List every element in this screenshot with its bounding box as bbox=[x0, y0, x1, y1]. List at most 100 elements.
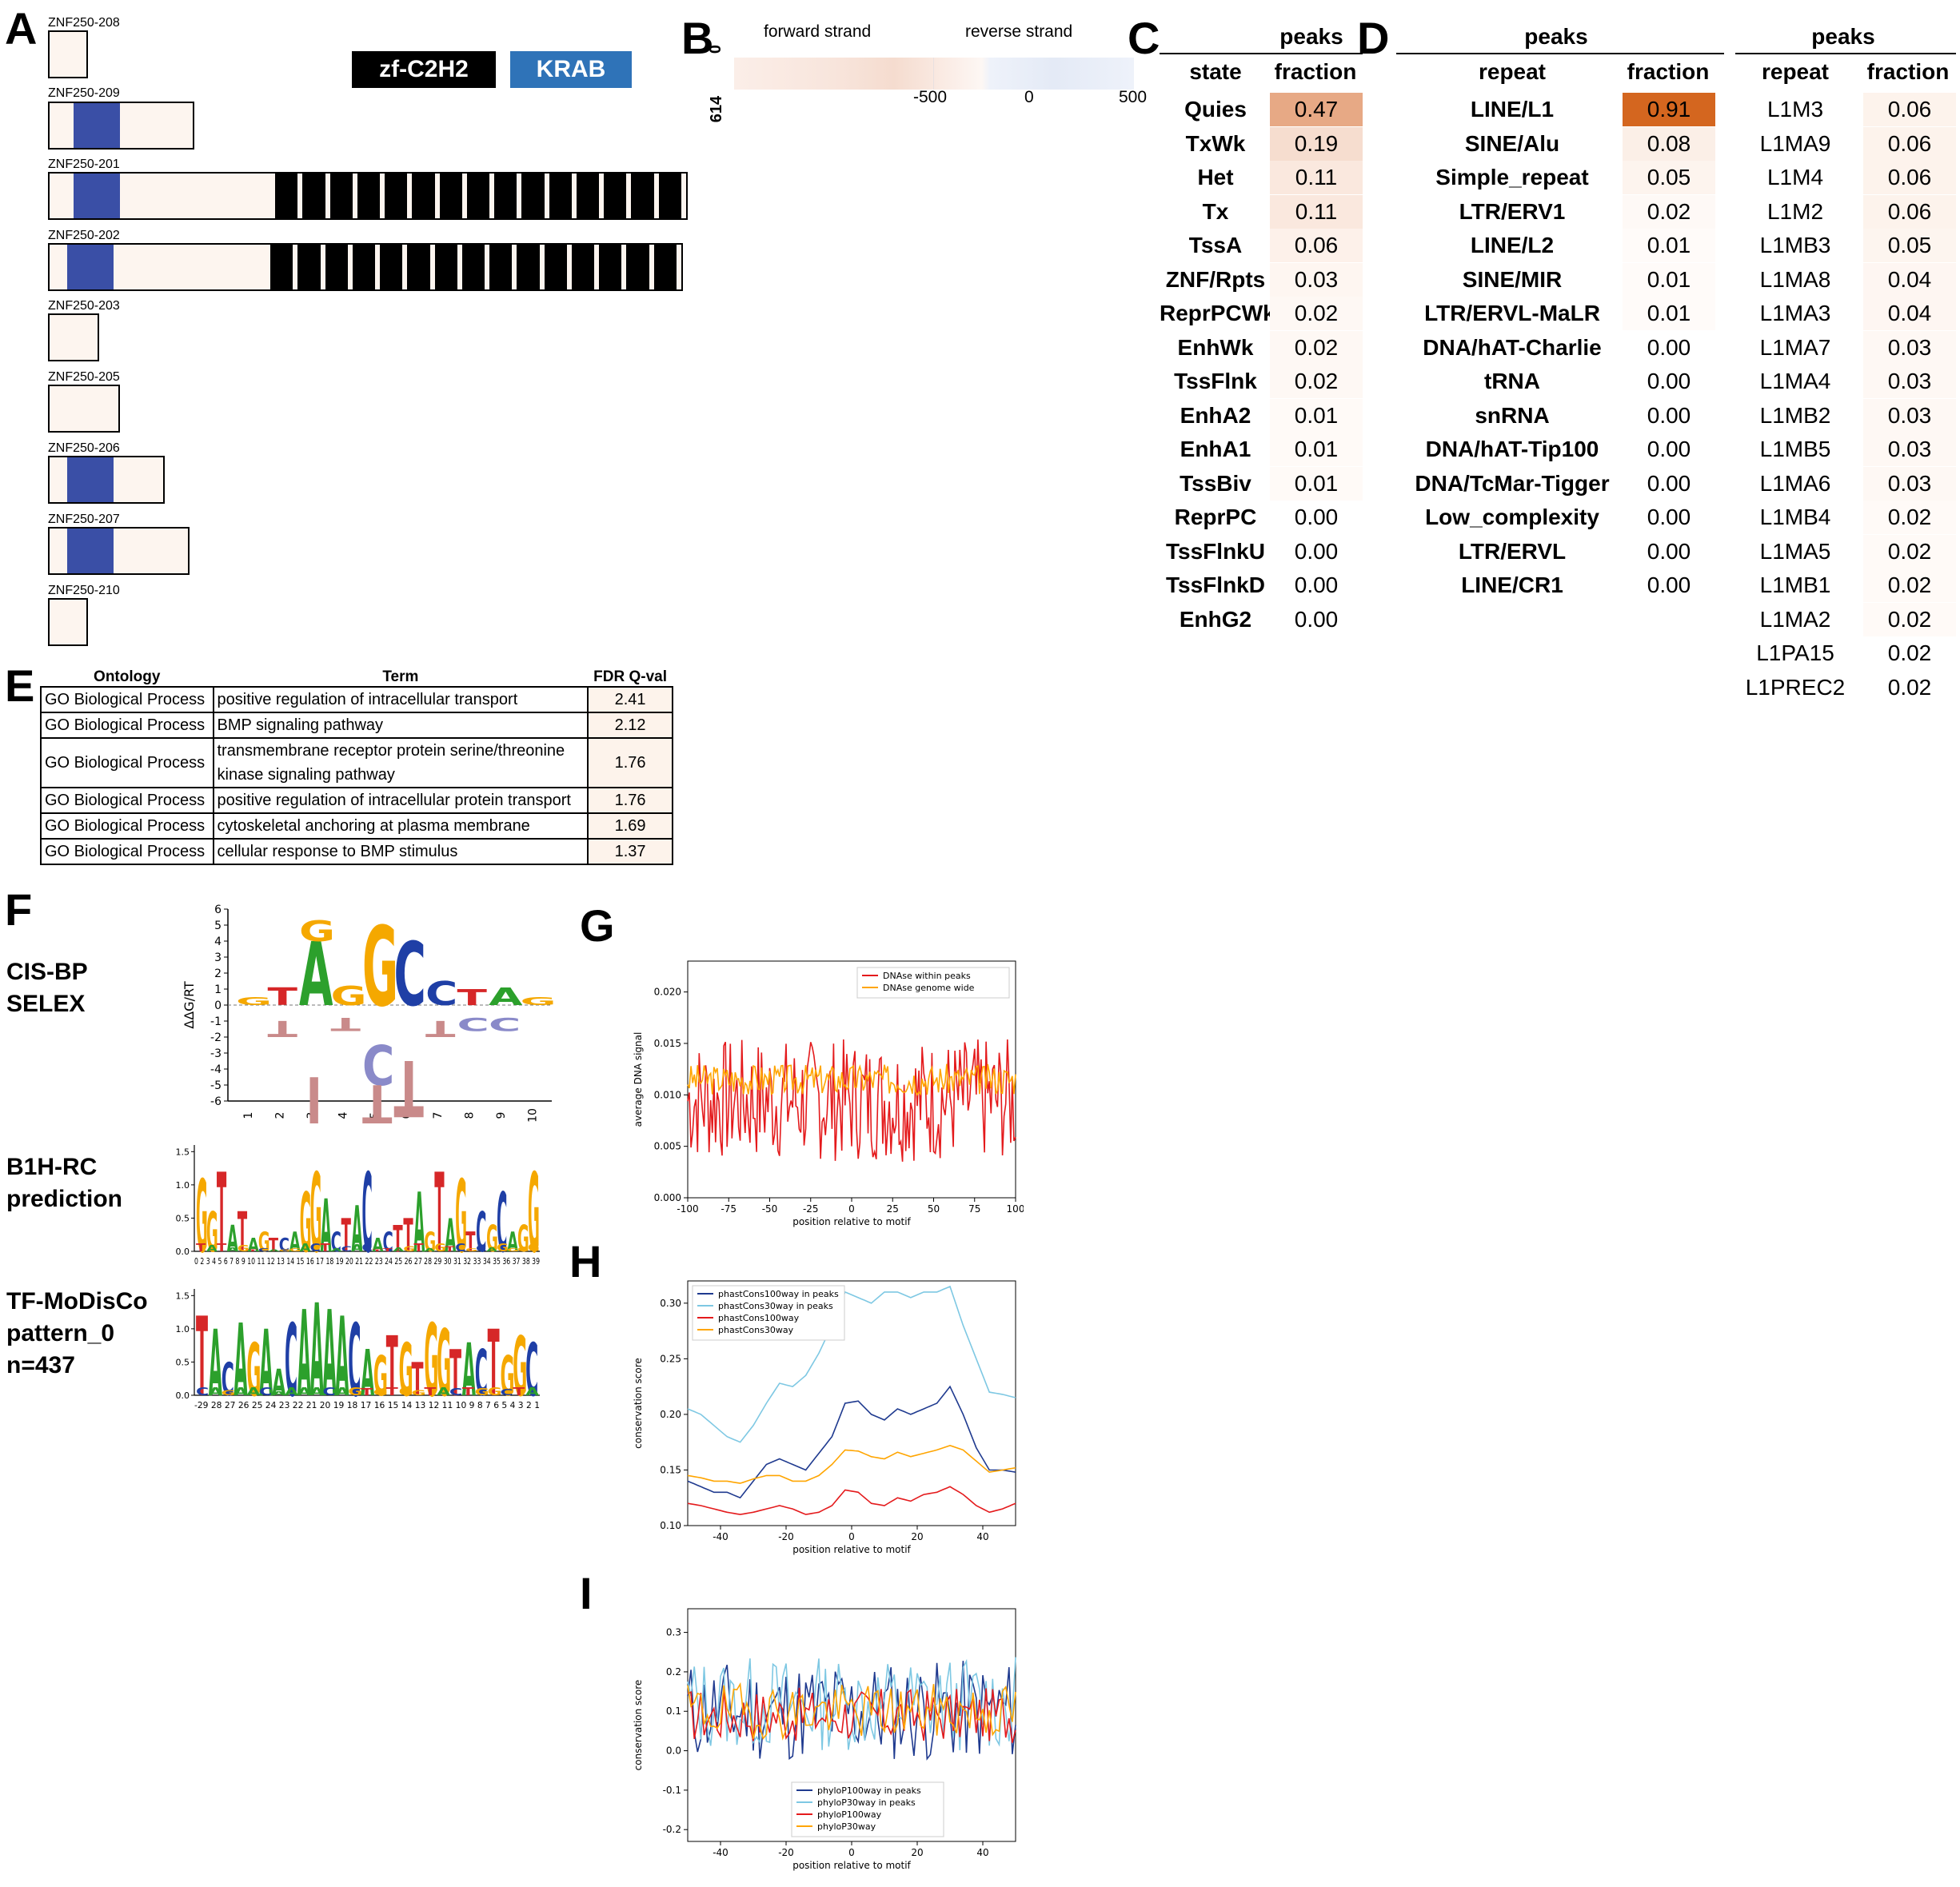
logo-letter: T bbox=[341, 1209, 351, 1262]
logo-letter: C bbox=[348, 1304, 361, 1419]
l1-subfamily-row: L1MA2 0.02 bbox=[1735, 602, 1956, 636]
logo-letter: G bbox=[373, 1345, 388, 1408]
logo-letter: G bbox=[455, 1159, 467, 1276]
row-name: Simple_repeat bbox=[1435, 165, 1589, 189]
table-row: GO Biological Process positive regulation… bbox=[40, 787, 673, 814]
cisbp-selex-label: CIS-BP SELEX bbox=[6, 959, 88, 1017]
cell-fdr: 1.76 bbox=[587, 787, 673, 814]
row-fraction: 0.00 bbox=[1623, 330, 1715, 365]
logo-letter: G bbox=[517, 1219, 529, 1261]
legend-entry: phastCons100way in peaks bbox=[718, 1289, 839, 1299]
logo-letter: T bbox=[386, 1320, 398, 1415]
row-name: Low_complexity bbox=[1425, 505, 1599, 529]
logo-letter: C bbox=[196, 1386, 209, 1398]
logo-letter: C bbox=[285, 1304, 297, 1419]
isoform-label: ZNF250-205 bbox=[48, 370, 120, 384]
l1-subfamily-row: L1M3 0.06 bbox=[1735, 93, 1956, 126]
logo-letter: T bbox=[394, 1043, 424, 1123]
series-line bbox=[687, 1285, 1016, 1443]
x-tick: 100 bbox=[1007, 1203, 1024, 1215]
x-tick: 25 bbox=[887, 1203, 899, 1215]
zf-c2h2-domain bbox=[626, 245, 649, 289]
state-row: EnhA1 0.01 bbox=[1160, 433, 1363, 466]
logo-letter: A bbox=[361, 1336, 374, 1410]
row-fraction: 0.04 bbox=[1863, 262, 1956, 297]
logo-letter: G bbox=[362, 904, 398, 1031]
logo-letter: C bbox=[323, 1386, 336, 1398]
x-axis-label: position relative to motif bbox=[792, 1860, 911, 1871]
zf-c2h2-domain bbox=[631, 174, 654, 218]
y-tick: 2 bbox=[214, 967, 222, 980]
row-fraction: 0.02 bbox=[1270, 330, 1363, 365]
x-tick: -50 bbox=[762, 1203, 778, 1215]
isoform-label: ZNF250-210 bbox=[48, 584, 120, 597]
x-tick: 75 bbox=[968, 1203, 980, 1215]
isoform-label: ZNF250-209 bbox=[48, 86, 120, 100]
y-tick: 0.15 bbox=[660, 1464, 681, 1475]
row-name: LINE/L1 bbox=[1470, 97, 1555, 122]
cell-ontology: GO Biological Process bbox=[40, 686, 214, 713]
y-tick: -1 bbox=[210, 1015, 222, 1028]
row-name: L1MA6 bbox=[1759, 470, 1831, 496]
series-line bbox=[687, 1039, 1016, 1162]
krab-domain bbox=[74, 174, 120, 218]
row-fraction: 0.06 bbox=[1863, 93, 1956, 126]
row-fraction: 0.03 bbox=[1863, 330, 1956, 365]
logo-letter: G bbox=[399, 1386, 413, 1398]
y-tick: 1 bbox=[214, 983, 222, 996]
row-fraction: 0.01 bbox=[1623, 262, 1715, 297]
isoform-label: ZNF250-201 bbox=[48, 158, 120, 171]
x-axis-label: position relative to motif bbox=[792, 1544, 911, 1555]
logo-letter: T bbox=[465, 1227, 476, 1259]
zf-c2h2-domain bbox=[576, 174, 600, 218]
l1-subfamily-row: L1MA6 0.03 bbox=[1735, 466, 1956, 501]
logo-letter: A bbox=[209, 1312, 222, 1418]
row-fraction: 0.91 bbox=[1623, 93, 1715, 126]
zf-c2h2-domain bbox=[549, 174, 572, 218]
logo-letter: A bbox=[486, 1247, 498, 1253]
cell-term: cellular response to BMP stimulus bbox=[212, 838, 589, 865]
row-fraction: 0.08 bbox=[1623, 126, 1715, 161]
l1-subfamily-row: L1MB3 0.05 bbox=[1735, 229, 1956, 262]
y-tick: 0.25 bbox=[660, 1353, 681, 1364]
logo-letter: T bbox=[217, 1241, 226, 1254]
logo-letter: G bbox=[373, 1388, 388, 1398]
zf-c2h2-domain bbox=[297, 245, 321, 289]
legend-entry: phyloP100way in peaks bbox=[817, 1785, 921, 1796]
logo-letter: T bbox=[445, 1246, 455, 1254]
repeat-row: LTR/ERVL 0.00 bbox=[1396, 534, 1715, 568]
logo-letter: T bbox=[386, 1386, 399, 1398]
logo-letter: T bbox=[403, 1209, 413, 1262]
row-fraction: 0.06 bbox=[1863, 161, 1956, 194]
logo-letter: G bbox=[497, 1241, 509, 1254]
zf-c2h2-domain bbox=[352, 245, 376, 289]
row-name: L1M3 bbox=[1766, 97, 1824, 122]
logo-letter: A bbox=[437, 1386, 451, 1398]
y-axis-label: average DNA signal bbox=[633, 1032, 644, 1127]
x-tick: 6 bbox=[400, 1111, 413, 1119]
y-tick: 0.020 bbox=[654, 987, 681, 998]
row-fraction: 0.11 bbox=[1270, 194, 1363, 229]
logo-letter: A bbox=[310, 1386, 325, 1398]
row-name: L1PA15 bbox=[1756, 640, 1834, 665]
logo-letter: G bbox=[279, 1249, 291, 1252]
y-tick: 0.3 bbox=[666, 1627, 681, 1638]
panel-label-g: G bbox=[580, 900, 615, 951]
zf-c2h2-domain bbox=[653, 245, 677, 289]
zf-c2h2-domain bbox=[270, 245, 293, 289]
logo-letter: C bbox=[331, 1227, 341, 1259]
y-axis-label: conservation score bbox=[633, 1358, 644, 1449]
y-tick: 6 bbox=[214, 904, 222, 916]
x-tick: 0 bbox=[848, 1203, 855, 1215]
logo-letter: C bbox=[222, 1354, 234, 1407]
legend-entry: phyloP30way in peaks bbox=[817, 1797, 916, 1808]
legend bbox=[791, 1781, 944, 1837]
y-tick: 3 bbox=[214, 951, 222, 964]
zf-c2h2-domain bbox=[407, 245, 430, 289]
zf-c2h2-domain bbox=[494, 174, 517, 218]
y-tick: -4 bbox=[210, 1063, 222, 1076]
x-tick: 1 bbox=[242, 1112, 255, 1119]
row-name: Het bbox=[1197, 165, 1234, 189]
row-name: tRNA bbox=[1484, 369, 1540, 393]
